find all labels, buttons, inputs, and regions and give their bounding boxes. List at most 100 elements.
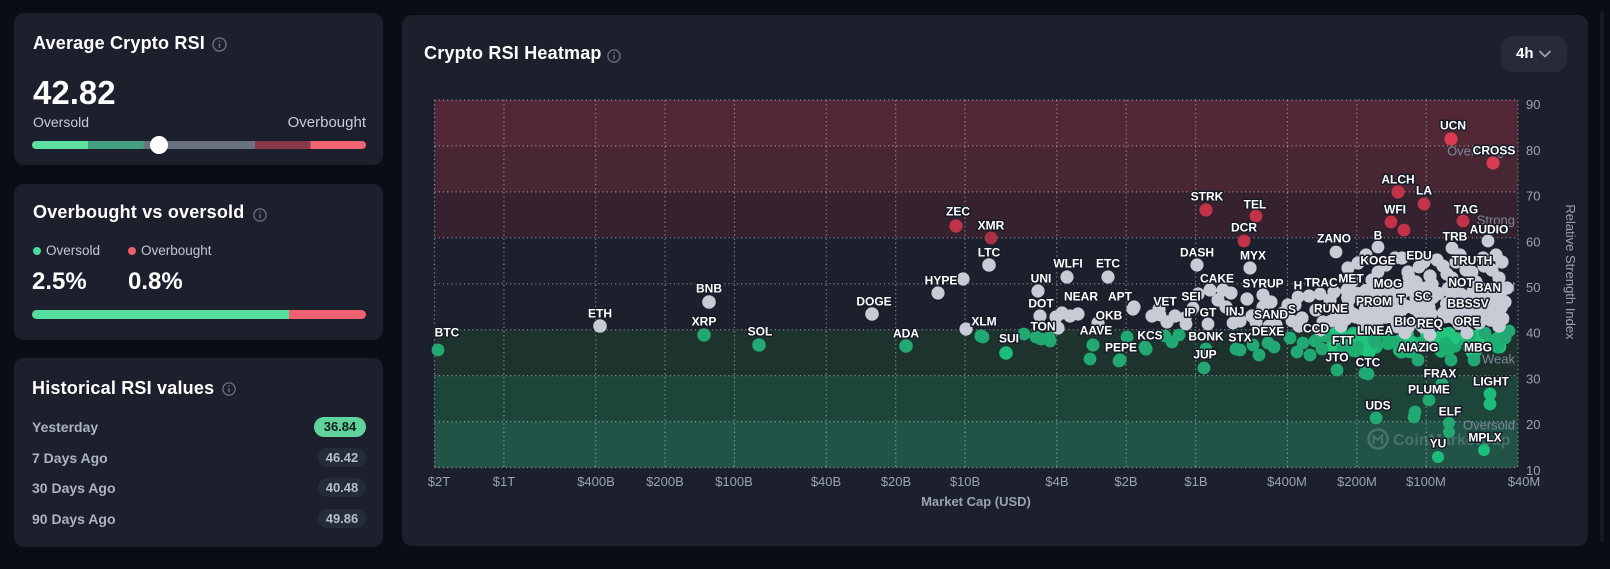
svg-text:MOG: MOG	[1374, 277, 1403, 291]
svg-text:$100M: $100M	[1406, 474, 1446, 489]
svg-text:30: 30	[1526, 371, 1540, 386]
svg-text:MET: MET	[1338, 272, 1364, 286]
svg-text:DEXE: DEXE	[1252, 325, 1285, 339]
svg-text:TAG: TAG	[1454, 203, 1478, 217]
svg-text:PEPE: PEPE	[1105, 341, 1137, 355]
svg-text:$200B: $200B	[646, 474, 684, 489]
svg-text:XLM: XLM	[971, 315, 996, 329]
svg-text:BNB: BNB	[696, 282, 722, 296]
svg-text:BTC: BTC	[435, 326, 460, 340]
svg-text:ETH: ETH	[588, 307, 612, 321]
svg-text:AUDIO: AUDIO	[1470, 223, 1509, 237]
svg-text:STRK: STRK	[1191, 190, 1224, 204]
svg-text:BIO: BIO	[1394, 315, 1415, 329]
svg-text:60: 60	[1526, 234, 1540, 249]
svg-text:SAND: SAND	[1254, 308, 1288, 322]
svg-text:10: 10	[1526, 463, 1540, 478]
svg-text:$2T: $2T	[428, 474, 450, 489]
svg-text:$40M: $40M	[1508, 474, 1541, 489]
svg-text:EDU: EDU	[1406, 249, 1431, 263]
svg-text:BAN: BAN	[1475, 281, 1501, 295]
svg-text:UDS: UDS	[1365, 399, 1390, 413]
svg-text:APT: APT	[1108, 290, 1133, 304]
svg-text:BONK: BONK	[1188, 330, 1224, 344]
svg-text:DOGE: DOGE	[856, 295, 891, 309]
svg-text:IP: IP	[1184, 306, 1195, 320]
svg-text:Market Cap (USD): Market Cap (USD)	[921, 494, 1031, 509]
svg-text:LINEA: LINEA	[1357, 324, 1393, 338]
svg-text:Relative Strength Index: Relative Strength Index	[1563, 204, 1578, 340]
svg-text:$100B: $100B	[715, 474, 753, 489]
svg-text:YU: YU	[1430, 437, 1447, 451]
svg-text:SEI: SEI	[1181, 290, 1200, 304]
svg-text:UCN: UCN	[1440, 119, 1466, 133]
svg-text:FRAX: FRAX	[1424, 367, 1457, 381]
svg-text:STX: STX	[1228, 331, 1251, 345]
svg-text:VET: VET	[1153, 295, 1177, 309]
svg-text:ADA: ADA	[893, 327, 919, 341]
svg-text:Oversold: Oversold	[1463, 418, 1515, 433]
svg-text:SUI: SUI	[999, 332, 1019, 346]
svg-text:XRP: XRP	[692, 315, 717, 329]
svg-text:Weak: Weak	[1482, 352, 1515, 367]
svg-text:SYRUP: SYRUP	[1242, 277, 1283, 291]
svg-text:$20B: $20B	[881, 474, 911, 489]
svg-text:KOGE: KOGE	[1360, 254, 1395, 268]
svg-text:RUNE: RUNE	[1314, 302, 1348, 316]
svg-text:40: 40	[1526, 326, 1540, 341]
svg-text:$40B: $40B	[811, 474, 841, 489]
svg-text:NOT: NOT	[1448, 276, 1474, 290]
svg-text:90: 90	[1526, 97, 1540, 112]
svg-text:ALCH: ALCH	[1381, 173, 1414, 187]
svg-text:AAVE: AAVE	[1080, 324, 1112, 338]
svg-text:$200M: $200M	[1337, 474, 1377, 489]
svg-text:AIAZIG: AIAZIG	[1398, 341, 1439, 355]
svg-text:FTT: FTT	[1332, 334, 1355, 348]
svg-text:KCS: KCS	[1137, 329, 1162, 343]
svg-text:$1T: $1T	[493, 474, 515, 489]
svg-text:ZEC: ZEC	[946, 205, 970, 219]
svg-text:$2B: $2B	[1114, 474, 1137, 489]
svg-text:TRUTH: TRUTH	[1452, 254, 1493, 268]
svg-text:NEAR: NEAR	[1064, 290, 1098, 304]
svg-text:REQ: REQ	[1417, 317, 1443, 331]
svg-text:B: B	[1374, 229, 1383, 243]
svg-text:DCR: DCR	[1231, 221, 1257, 235]
svg-text:TON: TON	[1030, 320, 1055, 334]
svg-text:SC: SC	[1415, 290, 1432, 304]
svg-text:JUP: JUP	[1193, 348, 1216, 362]
svg-text:MBG: MBG	[1464, 341, 1492, 355]
svg-text:CROSS: CROSS	[1473, 144, 1516, 158]
svg-text:JTO: JTO	[1325, 351, 1348, 365]
svg-text:20: 20	[1526, 417, 1540, 432]
svg-text:GT: GT	[1200, 306, 1217, 320]
svg-text:MPLX: MPLX	[1468, 431, 1501, 445]
svg-text:50: 50	[1526, 280, 1540, 295]
svg-text:T: T	[1397, 293, 1405, 307]
svg-text:DOT: DOT	[1028, 297, 1054, 311]
svg-text:70: 70	[1526, 189, 1540, 204]
svg-text:$400M: $400M	[1267, 474, 1307, 489]
svg-text:$10B: $10B	[950, 474, 980, 489]
svg-text:LA: LA	[1416, 184, 1432, 198]
svg-text:INJ: INJ	[1226, 305, 1245, 319]
svg-text:MYX: MYX	[1240, 249, 1266, 263]
svg-text:ELF: ELF	[1439, 405, 1462, 419]
svg-text:CAKE: CAKE	[1200, 272, 1234, 286]
svg-text:ETC: ETC	[1096, 257, 1120, 271]
svg-text:UNI: UNI	[1031, 272, 1052, 286]
svg-text:LIGHT: LIGHT	[1473, 375, 1510, 389]
svg-text:TRAC: TRAC	[1304, 276, 1338, 290]
svg-text:LTC: LTC	[978, 246, 1001, 260]
svg-text:BBSSV: BBSSV	[1447, 297, 1488, 311]
svg-text:80: 80	[1526, 143, 1540, 158]
svg-text:PLUME: PLUME	[1408, 383, 1450, 397]
svg-text:ZANO: ZANO	[1317, 232, 1351, 246]
svg-text:Overbought: Overbought	[1447, 144, 1515, 159]
svg-text:OKB: OKB	[1096, 309, 1123, 323]
svg-text:TEL: TEL	[1244, 198, 1267, 212]
svg-text:PROM: PROM	[1356, 295, 1392, 309]
svg-text:H: H	[1294, 279, 1303, 293]
svg-text:XMR: XMR	[978, 219, 1005, 233]
svg-text:$400B: $400B	[577, 474, 615, 489]
